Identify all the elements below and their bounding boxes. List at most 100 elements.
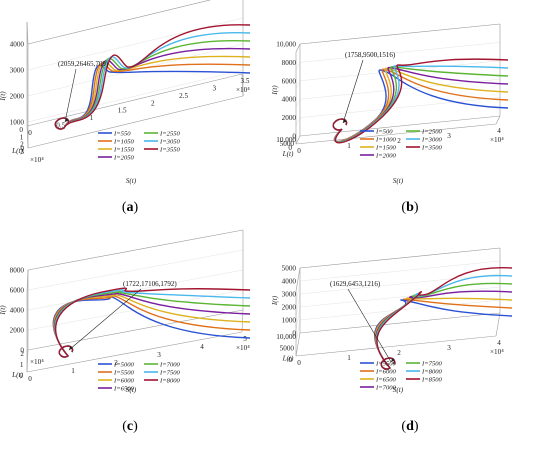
x-multiplier: ×10⁴ — [236, 86, 250, 94]
chart-panel-a: 01000200030004000I(t)00.511.522.533.5×10… — [0, 0, 250, 215]
box-edge — [27, 95, 244, 149]
annotation-arrowhead — [69, 346, 73, 350]
y-tick-label: 0 — [19, 126, 23, 134]
panel-caption: (c) — [122, 419, 138, 434]
x-tick-label: 4 — [200, 343, 204, 351]
box-edge — [26, 349, 29, 373]
grid-line — [299, 260, 501, 282]
x-multiplier: ×10⁴ — [490, 348, 504, 356]
z-axis-label: I(t) — [0, 91, 7, 102]
legend-entry: I=3050 — [159, 138, 181, 145]
annotation-arrow — [342, 59, 364, 124]
box-edge — [299, 115, 501, 137]
z-tick-label: 3000 — [282, 291, 297, 299]
z-tick-label: 2000 — [282, 304, 297, 312]
x-axis-line — [295, 335, 497, 357]
z-tick-label: 4000 — [282, 96, 297, 104]
box-edge — [26, 125, 29, 149]
y-tick-label: 0 — [288, 356, 292, 364]
x-multiplier: ×10⁴ — [490, 136, 504, 144]
x-multiplier: ×10⁴ — [236, 344, 250, 352]
x-tick-label: 2 — [397, 349, 401, 357]
z-axis-label: I(t) — [271, 85, 279, 96]
x-axis-label: S(t) — [126, 177, 137, 185]
legend-entry: I=550 — [113, 130, 131, 137]
x-tick-label: 1 — [347, 354, 351, 362]
z-tick-label: 0 — [292, 133, 296, 141]
series-line — [376, 267, 513, 370]
legend-entry: I=8500 — [421, 376, 443, 383]
chart-panel-d: 010002000300040005000I(t)01234×10⁴S(t)05… — [271, 247, 513, 434]
legend-entry: I=6000 — [375, 368, 397, 375]
annotation-arrow — [64, 68, 77, 123]
y-axis-label: L(t) — [11, 371, 23, 379]
series-line — [54, 292, 251, 358]
z-tick-label: 6000 — [10, 287, 25, 295]
box-edge — [295, 332, 301, 357]
box-edge — [299, 247, 501, 269]
panel-caption: (d) — [401, 419, 418, 434]
x-tick-label: 2 — [114, 359, 118, 367]
legend-entry: I=1050 — [113, 138, 135, 145]
z-tick-label: 8000 — [282, 59, 297, 67]
legend-entry: I=2550 — [159, 130, 181, 137]
y-tick-label: 0 — [19, 372, 23, 380]
grid-line — [27, 43, 244, 97]
x-tick-label: 0 — [297, 359, 301, 367]
box-edge — [26, 21, 29, 45]
y-axis-label: L(t) — [11, 147, 23, 155]
legend-entry: I=8000 — [421, 368, 443, 375]
grid-line — [27, 69, 244, 123]
series-line — [55, 287, 251, 358]
x-tick-label: 0 — [297, 147, 301, 155]
panel-caption: (a) — [122, 200, 139, 215]
x-tick-label: 2 — [397, 137, 401, 145]
box-edge — [295, 135, 301, 145]
grid-line — [295, 319, 301, 344]
z-tick-label: 10,000 — [276, 41, 296, 49]
annotation-arrow — [68, 288, 142, 351]
grid-line — [299, 97, 501, 118]
y-tick-label: 2 — [20, 141, 24, 149]
x-tick-label: 0 — [28, 375, 32, 383]
x-tick-label: 3 — [447, 344, 451, 352]
x-tick-label: 2 — [151, 99, 155, 107]
box-edge — [27, 309, 244, 351]
legend-entry: I=5500 — [113, 369, 135, 376]
grid-line — [295, 80, 301, 89]
x-axis-line — [26, 331, 243, 373]
panel-letter: c — [127, 419, 133, 434]
y-tick-label: 5000 — [280, 345, 295, 353]
panel-caption: (b) — [401, 200, 418, 215]
legend-entry: I=500 — [375, 128, 393, 135]
grid-line — [299, 286, 501, 308]
grid-line — [299, 60, 501, 82]
annotation-label: (1722,17106,1792) — [123, 280, 177, 288]
legend-entry: I=7000 — [159, 361, 181, 368]
y-axis-line — [241, 73, 244, 97]
y-tick-label: 1 — [20, 133, 24, 141]
y-tick-label: 1 — [20, 361, 24, 369]
legend-entry: I=1000 — [375, 136, 397, 143]
z-tick-label: 4000 — [10, 307, 25, 315]
grid-line — [299, 42, 501, 63]
series-line — [332, 65, 509, 144]
z-tick-label: 5000 — [282, 265, 297, 273]
z-tick-label: 8000 — [10, 267, 25, 275]
x-tick-label: 1 — [71, 367, 75, 375]
x-axis-label: S(t) — [393, 386, 404, 394]
grid-line — [295, 117, 301, 126]
grid-line — [295, 280, 301, 305]
z-tick-label: 3000 — [10, 67, 25, 75]
grid-line — [295, 293, 301, 318]
legend-entry: I=5000 — [113, 361, 135, 368]
x-tick-label: 4 — [497, 127, 501, 135]
grid-line — [295, 62, 301, 71]
x-tick-label: 1 — [347, 142, 351, 150]
y-tick-label: 5000 — [280, 140, 295, 148]
x-tick-label: 5 — [243, 335, 247, 343]
z-tick-label: 1000 — [282, 317, 297, 325]
annotation-label: (2059,26465,709) — [58, 60, 109, 68]
legend-entry: I=7000 — [375, 384, 397, 391]
z-axis-label: I(t) — [0, 305, 7, 316]
